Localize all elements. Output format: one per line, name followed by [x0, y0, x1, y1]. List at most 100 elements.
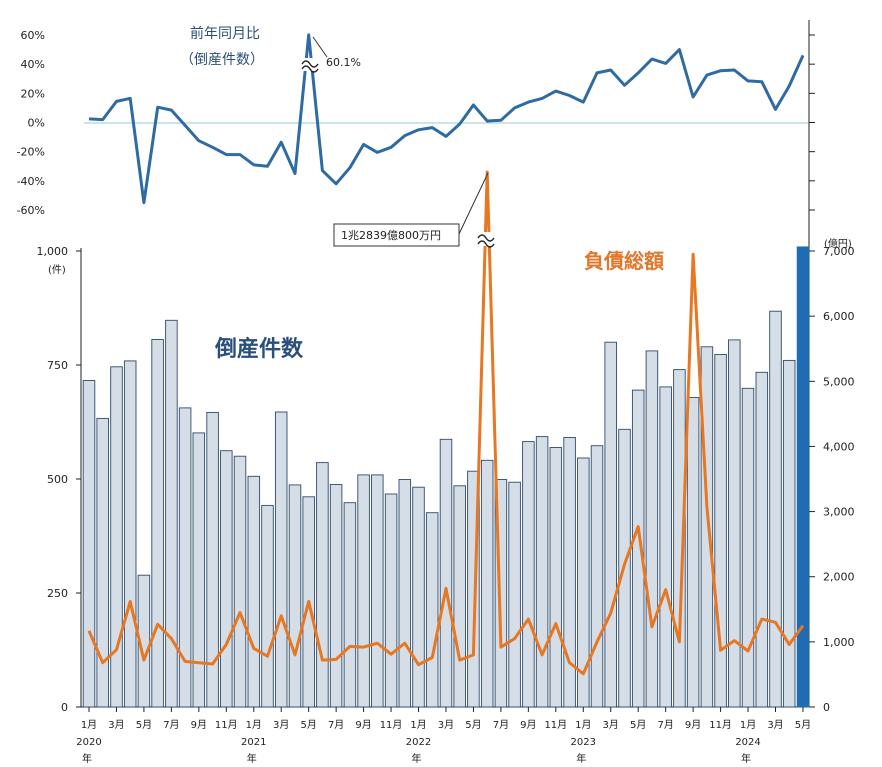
- count-bar: [480, 459, 494, 708]
- yoy-tick-label: -60%: [17, 204, 45, 217]
- yoy-tick-label: -40%: [17, 175, 45, 188]
- x-tick-label: 7月: [657, 719, 673, 731]
- x-tick-label: 1月: [410, 719, 426, 731]
- main-panel: (件) (億円) 0 250 500 750 1,000 0 1,000 2,000 3,00…: [37, 20, 855, 765]
- right-tick-label: 5,000: [823, 375, 855, 388]
- yoy-tick-label: -20%: [17, 146, 45, 159]
- count-bar: [261, 504, 274, 708]
- count-bar: [110, 366, 123, 708]
- count-bar: [96, 417, 109, 708]
- count-title: 倒産件数: [214, 336, 304, 362]
- count-bar: [741, 387, 755, 708]
- yoy-peak-annotation: 60.1%: [326, 56, 361, 69]
- x-tick-label: 3月: [767, 719, 783, 731]
- x-tick-label: 9月: [191, 719, 207, 731]
- x-year-suffix: 年: [576, 752, 586, 765]
- count-bar: [645, 350, 659, 708]
- yoy-panel: 前年同月比 （倒産件数） 60% 40% 20% 0% -20% -40% -60% 60.…: [17, 25, 815, 217]
- count-bar: [412, 486, 425, 708]
- count-bar: [371, 474, 384, 708]
- debt-peak-leader: [458, 172, 489, 235]
- count-bar: [165, 319, 178, 708]
- count-bar: [796, 246, 810, 708]
- x-tick-label: 7月: [163, 719, 179, 731]
- count-bar: [755, 371, 769, 708]
- x-tick-label: 11月: [215, 719, 238, 731]
- x-tick-label: 9月: [355, 719, 371, 731]
- x-year-label: 2022: [406, 737, 431, 748]
- count-bar: [178, 407, 192, 708]
- count-bar: [769, 310, 782, 708]
- x-axis: 1月 3月 5月 7月 9月 11月 1月 3月 5月 7月 9月 11月 1月 3月 5月 7月 9月 11月 1…: [76, 707, 811, 765]
- count-bar: [782, 359, 796, 708]
- x-tick-label: 5月: [136, 719, 152, 731]
- yoy-title: 前年同月比: [190, 25, 260, 42]
- count-bar: [316, 462, 329, 708]
- x-year-label: 2021: [241, 737, 266, 748]
- count-bar: [329, 484, 343, 708]
- x-tick-label: 1月: [246, 719, 262, 731]
- yoy-subtitle: （倒産件数）: [180, 52, 264, 68]
- left-axis-unit: (件): [48, 264, 66, 276]
- count-bar: [453, 485, 466, 708]
- count-bar: [425, 512, 439, 708]
- count-bars: [82, 246, 810, 708]
- count-bar: [384, 493, 398, 708]
- right-tick-label: 2,000: [823, 571, 855, 584]
- count-bar: [247, 475, 261, 708]
- count-bar: [206, 411, 219, 708]
- count-bar: [398, 479, 412, 708]
- count-bar: [151, 339, 164, 708]
- x-tick-label: 7月: [328, 719, 344, 731]
- x-year-suffix: 年: [247, 752, 257, 765]
- left-axis: 0 250 500 750 1,000: [37, 245, 81, 714]
- count-bar: [508, 481, 521, 708]
- count-bar: [673, 369, 686, 708]
- x-tick-label: 1月: [740, 719, 756, 731]
- x-tick-label: 3月: [273, 719, 289, 731]
- count-bar: [274, 411, 288, 708]
- debt-title: 負債総額: [584, 249, 664, 273]
- count-bar: [590, 445, 604, 708]
- count-bar: [233, 455, 247, 708]
- x-year-label: 2020: [76, 737, 101, 748]
- x-year-label: 2024: [735, 737, 760, 748]
- x-tick-label: 1月: [575, 719, 591, 731]
- yoy-break-marker: [299, 58, 323, 73]
- right-tick-label: 3,000: [823, 506, 855, 519]
- count-bar: [604, 341, 617, 708]
- x-tick-label: 5月: [630, 719, 646, 731]
- yoy-axis: 60% 40% 20% 0% -20% -40% -60%: [17, 29, 45, 217]
- x-year-suffix: 年: [82, 752, 92, 765]
- right-tick-label: 6,000: [823, 310, 855, 323]
- debt-line: [87, 170, 805, 676]
- left-tick-label: 0: [61, 701, 68, 714]
- x-tick-label: 9月: [685, 719, 701, 731]
- x-tick-label: 3月: [108, 719, 124, 731]
- count-bar: [686, 396, 700, 708]
- left-tick-label: 750: [47, 359, 68, 372]
- debt-break-marker: [475, 232, 501, 248]
- x-tick-label: 11月: [380, 719, 403, 731]
- count-bar: [714, 354, 727, 708]
- left-tick-label: 250: [47, 587, 68, 600]
- yoy-line: [88, 33, 805, 205]
- count-bar: [288, 484, 302, 708]
- count-bar: [220, 450, 233, 708]
- right-axis: 0 1,000 2,000 3,000 4,000 5,000 6,000 7,000: [809, 245, 855, 714]
- x-tick-label: 3月: [603, 719, 619, 731]
- count-bar: [357, 474, 370, 708]
- x-tick-label: 7月: [493, 719, 509, 731]
- count-bar: [728, 339, 741, 708]
- count-bar: [659, 386, 672, 708]
- count-bar: [549, 447, 563, 708]
- x-year-suffix: 年: [741, 752, 751, 765]
- debt-peak-box: [333, 223, 460, 247]
- right-tick-label: 4,000: [823, 440, 855, 453]
- right-tick-label: 7,000: [823, 245, 855, 258]
- count-bar: [343, 502, 357, 708]
- yoy-tick-label: 40%: [21, 58, 45, 71]
- x-tick-label: 5月: [300, 719, 316, 731]
- yoy-tick-label: 0%: [28, 117, 45, 130]
- count-bar: [522, 441, 535, 708]
